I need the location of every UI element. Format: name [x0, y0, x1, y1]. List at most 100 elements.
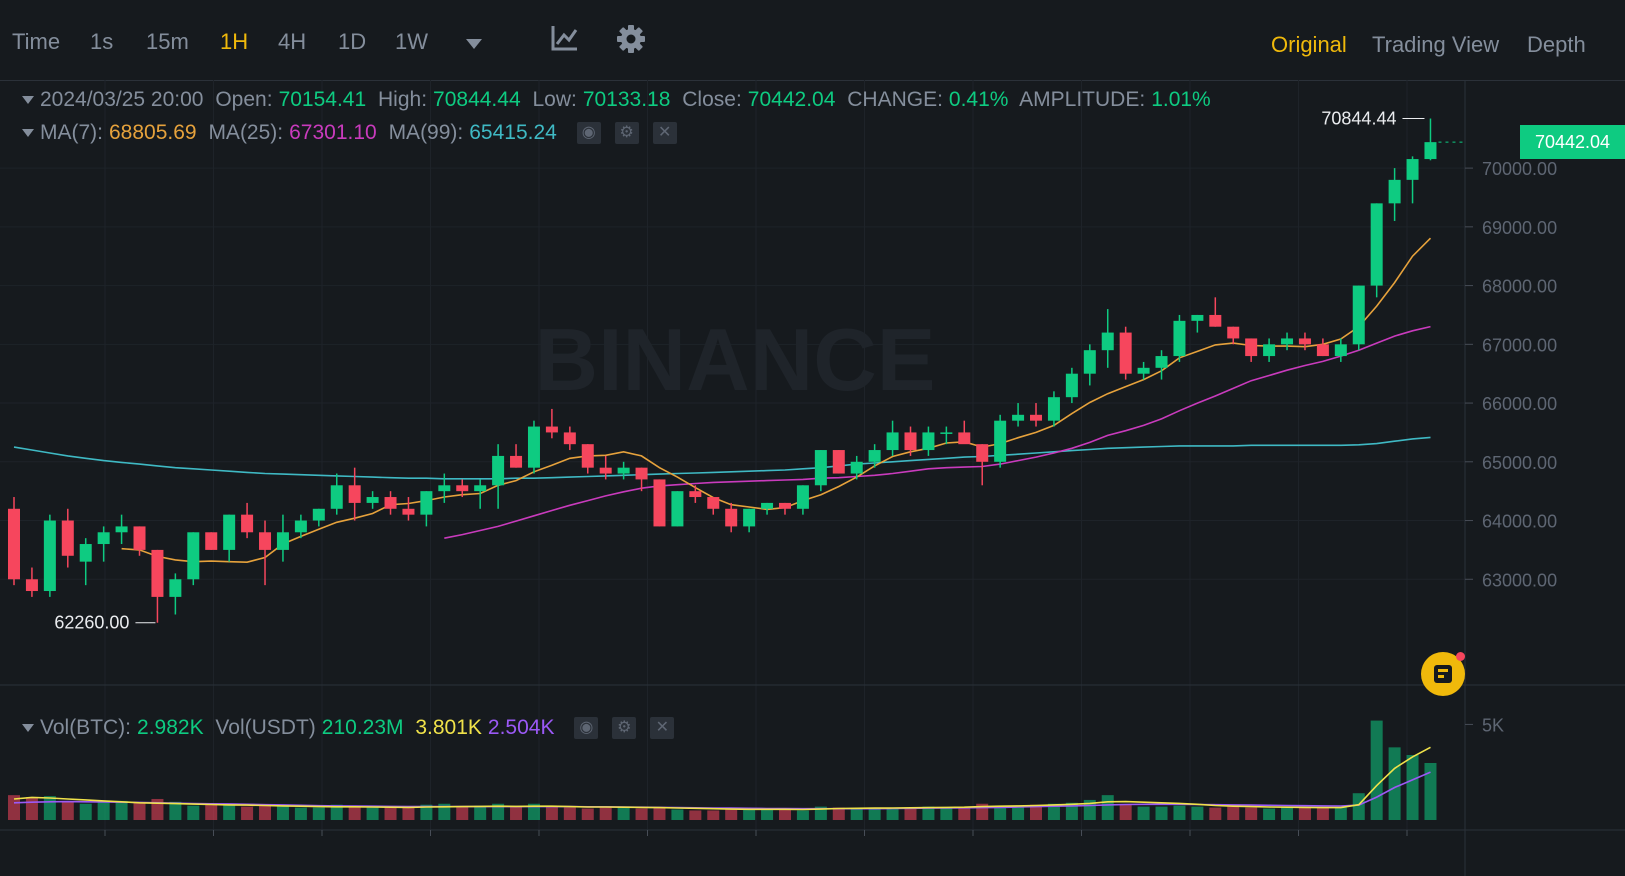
candle-body: [1065, 373, 1078, 398]
candle-body: [886, 432, 899, 451]
timeframe-1h[interactable]: 1H: [220, 29, 249, 54]
ma-legend-collapse-icon[interactable]: [22, 129, 34, 138]
candle-body: [617, 467, 630, 474]
volume-bar: [1047, 803, 1060, 820]
vol-settings-gear-icon[interactable]: ⚙: [612, 717, 637, 740]
candle: [420, 491, 433, 527]
volume-bar: [653, 807, 666, 820]
ma7-value: 68805.69: [109, 121, 197, 144]
candle: [79, 538, 92, 586]
vol-ma5-line: [13, 746, 1431, 811]
candle-body: [1388, 179, 1401, 204]
candle: [545, 408, 558, 439]
notification-dot: [1456, 652, 1465, 661]
view-depth[interactable]: Depth: [1527, 32, 1586, 57]
y-tick-label: 66000.00: [1482, 394, 1557, 414]
candle: [599, 455, 612, 480]
candle-body: [97, 532, 110, 545]
candle: [474, 479, 487, 509]
volume-bar: [689, 810, 702, 820]
candle: [348, 467, 361, 521]
timeframe-1w[interactable]: 1W: [395, 29, 428, 54]
candle: [151, 549, 164, 623]
volume-bar: [1316, 807, 1329, 820]
ma-legend: MA(7): 68805.69 MA(25): 67301.10 MA(99): 65…: [22, 121, 683, 145]
view-original[interactable]: Original: [1271, 32, 1347, 57]
timeframe-15m[interactable]: 15m: [146, 29, 189, 54]
legend-collapse-icon[interactable]: [22, 96, 34, 105]
ma-visibility-eye-icon[interactable]: ◉: [576, 122, 601, 145]
volume-bar: [115, 800, 128, 820]
ma-close-icon[interactable]: ✕: [652, 122, 677, 145]
ohlc-legend: 2024/03/25 20:00 Open: 70154.41 High: 7084…: [22, 88, 1217, 112]
vol-btc-value: 2.982K: [137, 716, 204, 739]
volume-bar: [294, 807, 307, 820]
ma-settings-gear-icon[interactable]: ⚙: [614, 122, 639, 145]
candle-body: [384, 497, 397, 509]
candle-body: [1245, 338, 1258, 357]
view-trading-view[interactable]: Trading View: [1372, 32, 1500, 57]
candle-body: [438, 485, 451, 492]
ma7-label: MA(7):: [40, 121, 103, 144]
timeframe-4h[interactable]: 4H: [278, 29, 307, 54]
candle: [743, 508, 756, 533]
vol-ma10-line: [13, 771, 1431, 810]
y-tick-label: 64000.00: [1482, 512, 1557, 532]
candle: [832, 450, 845, 474]
candle-body: [545, 426, 558, 433]
volume-bar: [796, 810, 809, 820]
candle-body: [492, 455, 505, 486]
candlestick-chart[interactable]: BINANCE 70000.00 69000.00 68000.00 67000.00…: [0, 80, 1625, 876]
timeframe-1d[interactable]: 1D: [338, 29, 367, 54]
candle-body: [1030, 414, 1043, 421]
candle: [617, 461, 630, 480]
y-tick-label: 65000.00: [1482, 453, 1557, 473]
candle-body: [707, 497, 720, 509]
candle-body: [1424, 142, 1437, 160]
timeframe-1s[interactable]: 1s: [90, 29, 114, 54]
ma99-line: [13, 436, 1431, 480]
low-marker-label: 62260.00: [54, 613, 129, 633]
timeframe-dropdown-icon[interactable]: [466, 36, 482, 54]
y-tick-label: 69000.00: [1482, 218, 1557, 238]
candle: [97, 526, 110, 562]
candle: [25, 567, 38, 597]
vol-close-icon[interactable]: ✕: [650, 717, 675, 740]
candle-body: [330, 485, 343, 509]
candle: [456, 479, 469, 498]
candle-body: [241, 514, 254, 533]
candle: [276, 514, 289, 562]
candle-body: [223, 514, 236, 550]
vol-btc-label: Vol(BTC):: [40, 716, 132, 739]
volume-bar: [1191, 806, 1204, 820]
candle: [1245, 338, 1258, 362]
candle: [187, 532, 200, 586]
y-tick-label: 63000.00: [1482, 570, 1557, 590]
volume-legend: Vol(BTC): 2.982K Vol(USDT) 210.23M 3.801K 2…: [22, 716, 680, 740]
volume-bar: [1137, 806, 1150, 820]
candle-body: [958, 432, 971, 445]
timeframe-time[interactable]: Time: [12, 29, 61, 54]
vol-legend-collapse-icon[interactable]: [22, 724, 34, 733]
gear-icon[interactable]: [616, 24, 646, 59]
candle-body: [868, 450, 881, 462]
volume-bar: [1155, 806, 1168, 820]
candle-body: [1173, 320, 1186, 357]
volume-bar: [151, 798, 164, 820]
volume-bar: [940, 807, 953, 820]
indicator-icon[interactable]: [550, 24, 578, 57]
candle-body: [922, 432, 935, 451]
volume-bar: [1281, 807, 1294, 820]
quick-trade-button[interactable]: [1421, 652, 1465, 696]
candle-body: [1047, 397, 1060, 421]
candle-body: [187, 532, 200, 580]
candle: [814, 450, 827, 492]
volume-bar: [348, 805, 361, 820]
candle-body: [689, 491, 702, 498]
candle: [1263, 338, 1276, 362]
volume-bar: [1065, 802, 1078, 820]
candle-body: [79, 544, 92, 562]
volume-bar: [527, 803, 540, 820]
vol-visibility-eye-icon[interactable]: ◉: [574, 717, 599, 740]
volume-bar: [420, 804, 433, 820]
